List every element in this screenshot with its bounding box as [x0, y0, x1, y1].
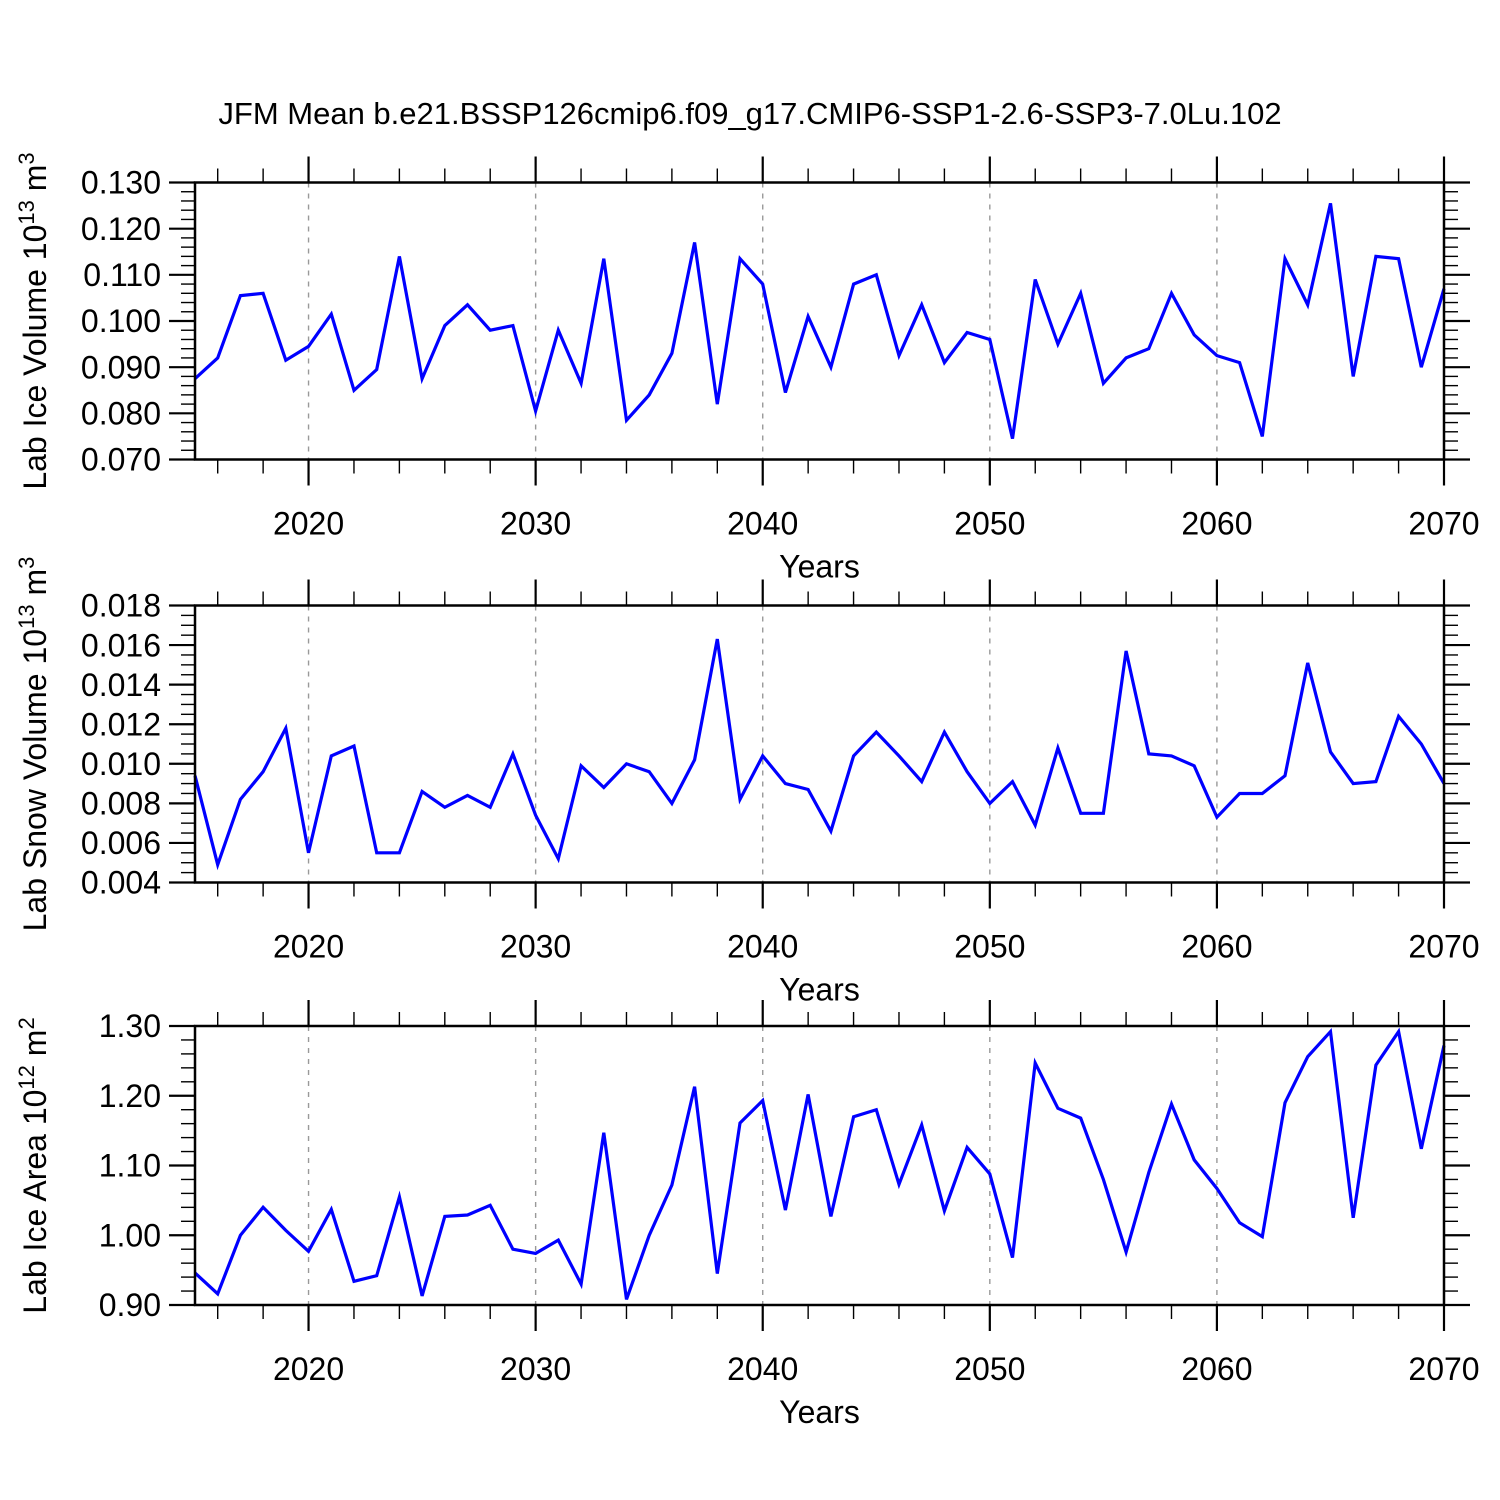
x-tick-label: 2060	[1181, 929, 1252, 965]
y-tick-label: 0.014	[81, 667, 161, 703]
x-tick-label: 2020	[273, 929, 344, 965]
x-tick-label: 2060	[1181, 1351, 1252, 1387]
y-tick-label: 0.100	[81, 303, 161, 339]
x-tick-label: 2060	[1181, 506, 1252, 542]
y-tick-label: 0.90	[99, 1287, 161, 1323]
y-tick-label: 1.30	[99, 1008, 161, 1044]
y-axis-label: Lab Snow Volume 1013 m3	[14, 557, 53, 932]
x-tick-label: 2050	[954, 1351, 1025, 1387]
y-axis-label: Lab Ice Volume 1013 m3	[14, 152, 53, 489]
x-tick-label: 2030	[500, 506, 571, 542]
x-tick-label: 2040	[727, 1351, 798, 1387]
y-tick-label: 0.016	[81, 627, 161, 663]
y-tick-label: 0.018	[81, 588, 161, 624]
y-tick-label: 0.008	[81, 786, 161, 822]
y-tick-label: 0.010	[81, 746, 161, 782]
x-axis-label: Years	[779, 972, 860, 1008]
y-tick-label: 0.090	[81, 349, 161, 385]
y-tick-label: 0.080	[81, 396, 161, 432]
y-tick-label: 0.120	[81, 211, 161, 247]
lab-ice-volume-line	[193, 202, 1446, 440]
x-tick-label: 2050	[954, 929, 1025, 965]
x-tick-label: 2020	[273, 506, 344, 542]
x-tick-label: 2070	[1408, 1351, 1479, 1387]
panel-lab-ice-volume: 0.070 0.080 0.090 0.100 0.110 0.120 0.130 2020 2…	[14, 152, 1480, 584]
y-axis-label: Lab Ice Area 1012 m2	[14, 1017, 53, 1313]
x-tick-label: 2070	[1408, 506, 1479, 542]
y-tick-label: 0.110	[83, 257, 161, 293]
x-tick-label: 2050	[954, 506, 1025, 542]
x-tick-label: 2020	[273, 1351, 344, 1387]
plot-frame	[193, 1024, 1446, 1307]
y-tick-label: 1.10	[99, 1148, 161, 1184]
x-axis-label: Years	[779, 549, 860, 585]
y-tick-label: 1.00	[99, 1217, 161, 1253]
chart-title: JFM Mean b.e21.BSSP126cmip6.f09_g17.CMIP…	[218, 96, 1282, 131]
x-tick-label: 2070	[1408, 929, 1479, 965]
y-tick-label: 0.006	[81, 825, 161, 861]
panel-lab-ice-area: 0.90 1.00 1.10 1.20 1.30 2020 2030 2040 2050 2060…	[14, 1000, 1480, 1430]
y-tick-label: 1.20	[99, 1078, 161, 1114]
y-tick-label: 0.070	[81, 442, 161, 478]
y-tick-label: 0.130	[81, 165, 161, 201]
lab-snow-volume-line	[193, 638, 1446, 871]
plot-frame	[193, 604, 1446, 884]
y-tick-label: 0.004	[81, 865, 161, 901]
x-tick-label: 2040	[727, 929, 798, 965]
x-tick-label: 2030	[500, 929, 571, 965]
x-tick-label: 2040	[727, 506, 798, 542]
x-axis-label: Years	[779, 1394, 860, 1430]
x-tick-label: 2030	[500, 1351, 571, 1387]
lab-ice-area-line	[193, 1027, 1446, 1300]
y-tick-label: 0.012	[81, 706, 161, 742]
